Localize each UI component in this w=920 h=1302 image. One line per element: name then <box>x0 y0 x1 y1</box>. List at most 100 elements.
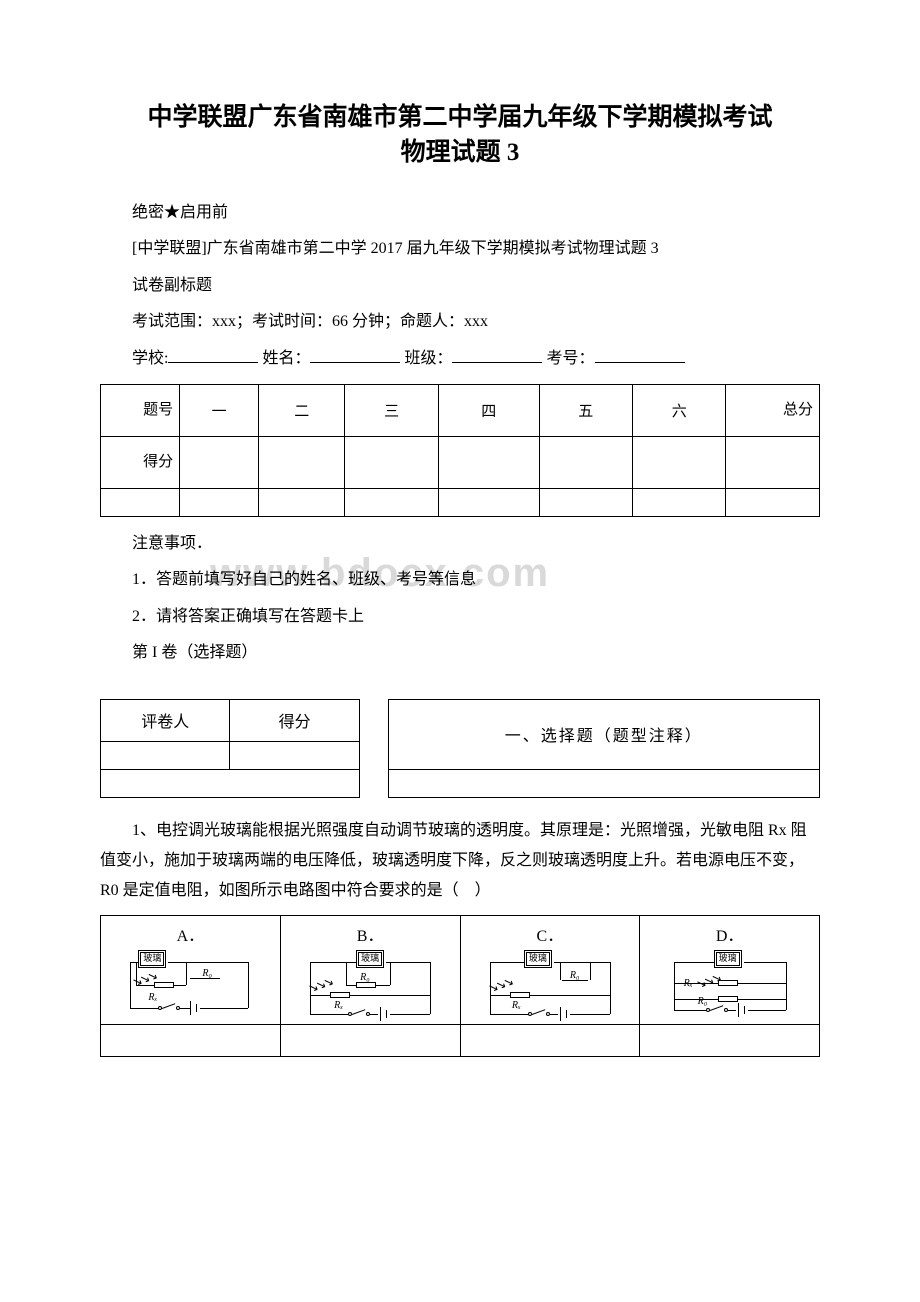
switch-line <box>709 1005 722 1011</box>
wire <box>168 962 248 963</box>
score-cell <box>345 436 438 488</box>
wire <box>310 1014 350 1015</box>
col-6: 六 <box>633 384 726 436</box>
spacer-cell <box>359 699 388 797</box>
wire <box>310 962 311 1014</box>
section-bottom-right <box>388 769 819 797</box>
class-blank[interactable] <box>452 345 542 363</box>
glass-label: 玻璃 <box>358 952 382 966</box>
number-label: 考号： <box>546 350 594 367</box>
battery-icon <box>744 1006 745 1014</box>
score-cell <box>539 436 632 488</box>
title-line-1: 中学联盟广东省南雄市第二中学届九年级下学期模拟考试 <box>147 104 772 131</box>
wire <box>738 983 786 984</box>
col-total: 总分 <box>726 384 820 436</box>
empty-cell <box>259 488 345 516</box>
wire <box>674 999 718 1000</box>
resistor-rx <box>718 980 738 986</box>
wire <box>490 1014 530 1015</box>
empty-cell <box>539 488 632 516</box>
glass-label: 玻璃 <box>716 952 740 966</box>
wire <box>376 985 390 986</box>
battery-icon <box>380 1007 381 1021</box>
circuit-c: 玻璃 R₀ ↘↘↘ Rₓ <box>480 950 620 1018</box>
col-4: 四 <box>438 384 539 436</box>
score-table: 题号 一 二 三 四 五 六 总分 得分 <box>100 384 820 517</box>
wire <box>310 995 330 996</box>
switch-line <box>532 1009 545 1015</box>
circuit-d: 玻璃 ↘↘↘ Rₓ R₀ <box>660 950 800 1018</box>
subtitle: [中学联盟]广东省南雄市第二中学 2017 届九年级下学期模拟考试物理试题 3 <box>100 234 820 264</box>
score-label: 得分 <box>101 436 180 488</box>
wire <box>490 962 524 963</box>
number-blank[interactable] <box>595 345 685 363</box>
wire <box>490 995 510 996</box>
option-a-label: A． <box>105 922 276 946</box>
wire <box>130 1008 160 1009</box>
wire <box>728 1010 736 1011</box>
watermark-container: www.bdocx.com 注意事项． 1．答题前填写好自己的姓名、班级、考号等… <box>100 529 820 596</box>
wire <box>200 1008 248 1009</box>
option-c: C． 玻璃 R₀ ↘↘↘ Rₓ <box>460 915 640 1024</box>
option-d-label: D． <box>644 922 815 946</box>
options-row: A． 玻璃 ↘↘↘ R₀ Rₓ <box>101 915 820 1024</box>
options-table: A． 玻璃 ↘↘↘ R₀ Rₓ <box>100 915 820 1057</box>
section-title: 一、选择题（题型注释） <box>388 699 819 769</box>
battery-icon <box>566 1010 567 1018</box>
grader-blank <box>101 741 230 769</box>
wire <box>490 962 491 1014</box>
wire <box>136 962 137 985</box>
rx-label: Rₓ <box>512 1000 521 1011</box>
battery-icon <box>738 1003 739 1017</box>
wire <box>430 962 431 1014</box>
resistor-r0 <box>718 996 738 1002</box>
question-number-label: 题号 <box>101 384 180 436</box>
section-score-label: 得分 <box>230 699 359 741</box>
score-cell <box>633 436 726 488</box>
col-2: 二 <box>259 384 345 436</box>
wire <box>748 1010 786 1011</box>
score-blank <box>230 741 359 769</box>
resistor-rx <box>154 982 174 988</box>
empty-cell <box>633 488 726 516</box>
empty-cell <box>101 1024 281 1056</box>
score-table-empty-row <box>101 488 820 516</box>
section-row-1: 评卷人 得分 一、选择题（题型注释） <box>101 699 820 741</box>
option-a: A． 玻璃 ↘↘↘ R₀ Rₓ <box>101 915 281 1024</box>
notice-item-1: 1．答题前填写好自己的姓名、班级、考号等信息 <box>100 565 820 595</box>
wire <box>130 962 131 1008</box>
empty-cell <box>726 488 820 516</box>
wire <box>610 962 611 1014</box>
wire <box>390 1014 430 1015</box>
wire <box>560 962 561 980</box>
empty-cell <box>640 1024 820 1056</box>
score-cell <box>259 436 345 488</box>
wire <box>554 962 610 963</box>
school-blank[interactable] <box>168 345 258 363</box>
score-table-header-row: 题号 一 二 三 四 五 六 总分 <box>101 384 820 436</box>
wire <box>590 962 591 980</box>
glass-label: 玻璃 <box>526 952 550 966</box>
r0-label: R₀ <box>698 996 708 1007</box>
resistor-rx <box>510 992 530 998</box>
wire <box>550 1014 558 1015</box>
score-cell <box>180 436 259 488</box>
wire <box>390 962 391 985</box>
sub-subtitle: 试卷副标题 <box>100 271 820 301</box>
grader-label: 评卷人 <box>101 699 230 741</box>
options-empty-row <box>101 1024 820 1056</box>
section-bottom-left <box>101 769 360 797</box>
wire <box>570 1014 610 1015</box>
name-blank[interactable] <box>310 345 400 363</box>
wire <box>674 962 675 1010</box>
section-title-table: 评卷人 得分 一、选择题（题型注释） <box>100 699 820 798</box>
empty-cell <box>280 1024 460 1056</box>
rx-label: Rₓ <box>334 1000 343 1011</box>
wire <box>190 978 220 979</box>
wire <box>530 995 610 996</box>
wire <box>562 980 588 981</box>
wire <box>786 962 787 1010</box>
wire <box>674 1010 708 1011</box>
score-cell <box>438 436 539 488</box>
rx-label: Rₓ <box>148 992 157 1003</box>
